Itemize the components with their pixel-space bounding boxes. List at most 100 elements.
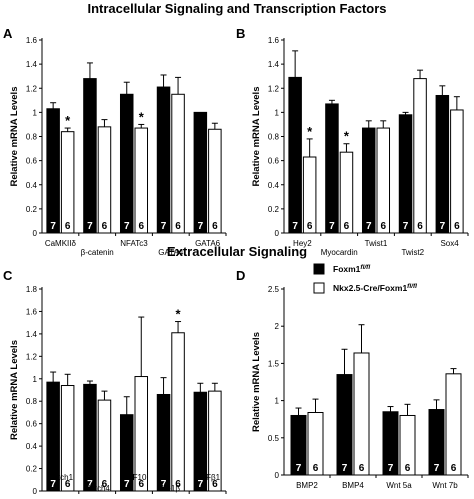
y-tick-label: 0.5 xyxy=(268,434,280,443)
bar-control xyxy=(435,94,450,234)
y-tick-label: 0 xyxy=(275,471,280,480)
bar-knockout xyxy=(376,127,391,234)
category-label: β-catenin xyxy=(81,248,114,257)
sample-size-label: 6 xyxy=(451,463,457,474)
bar-knockout xyxy=(171,93,185,234)
bar-control xyxy=(398,114,413,234)
sample-size-label: 6 xyxy=(65,221,71,232)
y-tick-label: 1 xyxy=(33,108,38,117)
y-tick-label: 1.4 xyxy=(26,60,38,69)
sample-size-label: 7 xyxy=(296,463,302,474)
category-label: TGFβ1 xyxy=(195,473,221,482)
bar-knockout xyxy=(97,399,112,492)
bar-control xyxy=(193,111,208,234)
y-tick-label: 1 xyxy=(275,108,280,117)
sample-size-label: 7 xyxy=(403,221,409,232)
bar-knockout xyxy=(208,128,222,234)
y-tick-label: 1.2 xyxy=(268,84,280,93)
panel-letter: D xyxy=(236,268,245,283)
y-tick-label: 2 xyxy=(275,322,280,331)
sample-size-label: 6 xyxy=(175,479,181,490)
y-axis-label: Relative mRNA Levels xyxy=(251,87,262,187)
sample-size-label: 6 xyxy=(405,463,411,474)
significance-star: * xyxy=(344,129,350,144)
sample-size-label: 7 xyxy=(198,479,204,490)
sample-size-label: 6 xyxy=(102,221,108,232)
panel-c: C 0 0.2 0.4 0.6 0.8 1 1.2 1.4 1.6 1.8 Relative mRNA… xyxy=(3,268,227,496)
sample-size-label: 7 xyxy=(434,463,440,474)
sample-size-label: 7 xyxy=(124,221,130,232)
legend-swatch-control xyxy=(313,263,325,275)
bar-control xyxy=(288,76,302,234)
y-tick-label: 0.6 xyxy=(26,420,38,429)
y-tick-label: 0.6 xyxy=(268,157,280,166)
y-axis-label: Relative mRNA Levels xyxy=(9,340,20,440)
sample-size-label: 7 xyxy=(388,463,394,474)
bar-control xyxy=(83,383,97,492)
panel-letter: B xyxy=(236,26,245,41)
middle-section-title: Extracellular Signaling xyxy=(167,244,307,259)
y-tick-label: 0.4 xyxy=(26,442,38,451)
category-label: Wnt 7b xyxy=(432,481,458,490)
bar-knockout xyxy=(60,131,75,234)
sample-size-label: 6 xyxy=(313,463,319,474)
category-label: GATA6 xyxy=(195,239,221,248)
sample-size-label: 6 xyxy=(65,479,71,490)
category-label: FGF10 xyxy=(122,473,147,482)
category-label: Hey2 xyxy=(293,239,312,248)
bar-control xyxy=(325,103,339,234)
category-label: Twist1 xyxy=(365,239,388,248)
y-tick-label: 0.4 xyxy=(26,181,38,190)
sample-size-label: 6 xyxy=(138,221,144,232)
bar-knockout xyxy=(445,373,462,476)
sample-size-label: 6 xyxy=(454,221,460,232)
sample-size-label: 7 xyxy=(198,221,204,232)
y-tick-label: 0.6 xyxy=(26,157,38,166)
sample-size-label: 6 xyxy=(138,479,144,490)
y-tick-label: 2.5 xyxy=(268,285,280,294)
bar-knockout xyxy=(134,127,149,234)
significance-star: * xyxy=(176,307,182,322)
y-tick-label: 0.2 xyxy=(26,465,38,474)
category-label: BMP4 xyxy=(342,481,364,490)
bar-control xyxy=(46,108,60,234)
sample-size-label: 6 xyxy=(380,221,386,232)
significance-star: * xyxy=(65,113,71,128)
y-tick-label: 0.8 xyxy=(26,397,38,406)
y-tick-label: 0.2 xyxy=(268,205,280,214)
sample-size-label: 6 xyxy=(212,479,218,490)
bar-knockout xyxy=(413,78,427,234)
bar-control xyxy=(156,86,171,234)
y-tick-label: 1.6 xyxy=(26,307,38,316)
significance-star: * xyxy=(307,124,313,139)
bar-control xyxy=(336,374,353,476)
y-tick-label: 1.4 xyxy=(268,60,280,69)
y-tick-label: 1.5 xyxy=(268,359,280,368)
sample-size-label: 7 xyxy=(440,221,446,232)
y-tick-label: 0 xyxy=(33,487,38,496)
category-label: CaMKIIδ xyxy=(45,239,77,248)
bar-knockout xyxy=(97,126,112,234)
sample-size-label: 7 xyxy=(329,221,335,232)
bar-knockout xyxy=(353,352,370,476)
y-tick-label: 0.2 xyxy=(26,205,38,214)
sample-size-label: 6 xyxy=(307,221,313,232)
bar-knockout xyxy=(450,109,464,234)
sample-size-label: 6 xyxy=(102,479,108,490)
legend-label-knockout: Nkx2.5-Cre/Foxm1fl/fl xyxy=(333,283,417,293)
y-tick-label: 0.4 xyxy=(268,181,280,190)
y-tick-label: 1.2 xyxy=(26,352,38,361)
sample-size-label: 6 xyxy=(212,221,218,232)
category-label: GATA4 xyxy=(158,248,184,257)
sample-size-label: 7 xyxy=(50,221,56,232)
category-label: BMP2 xyxy=(296,481,318,490)
panel-b: B 0 0.2 0.4 0.6 0.8 1 1.2 1.4 1.6 Relative mRNA Le… xyxy=(236,26,469,257)
sample-size-label: 7 xyxy=(161,479,167,490)
y-tick-label: 1.6 xyxy=(268,36,280,45)
bar-knockout xyxy=(171,332,185,492)
y-tick-label: 1 xyxy=(275,397,280,406)
category-label: NFATc3 xyxy=(120,239,148,248)
category-label: Notch4 xyxy=(85,484,111,493)
legend-label-control: Foxm1fl/fl xyxy=(333,264,370,274)
